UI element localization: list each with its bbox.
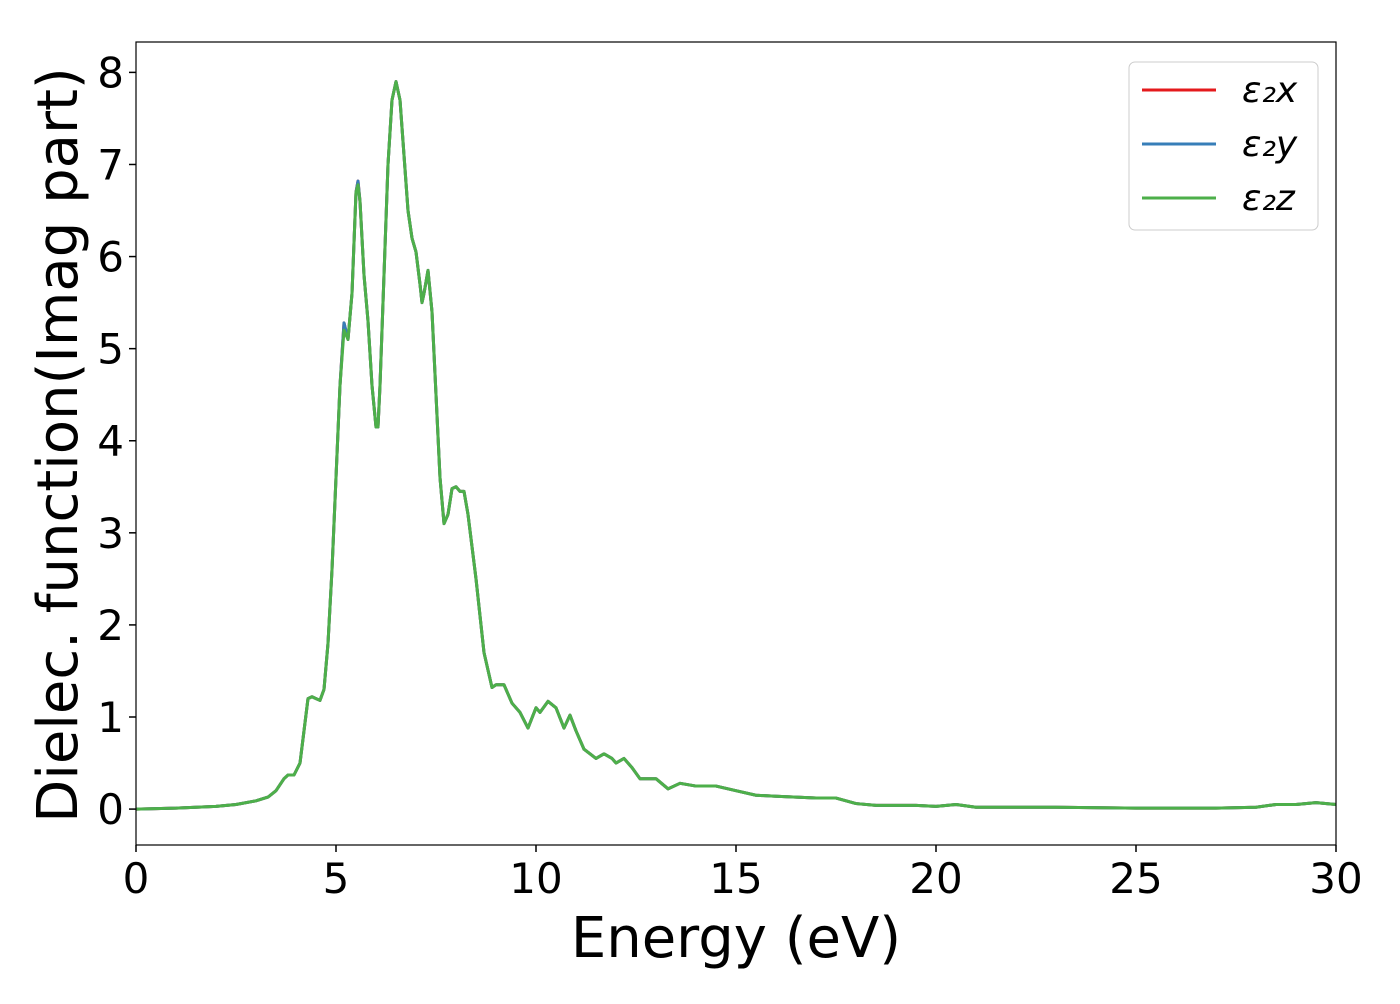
y-axis-label: Dielec. function(Imag part) — [26, 67, 91, 823]
plot-frame — [135, 41, 1337, 846]
y-tick-label: 0 — [97, 785, 124, 834]
y-tick-label: 5 — [97, 325, 124, 374]
x-tick-label: 0 — [123, 854, 150, 903]
y-tick-label: 6 — [97, 233, 124, 282]
y-tick-label: 3 — [97, 509, 124, 558]
x-axis-label: Energy (eV) — [571, 906, 901, 971]
x-tick-label: 25 — [1109, 854, 1162, 903]
x-tick-label: 5 — [323, 854, 350, 903]
x-tick-label: 20 — [909, 854, 962, 903]
x-tick-label: 10 — [509, 854, 562, 903]
y-tick-label: 4 — [97, 417, 124, 466]
y-tick-label: 8 — [97, 48, 124, 97]
legend-box — [1128, 61, 1319, 231]
legend-label: ε₂x — [1242, 70, 1298, 111]
y-tick-label: 7 — [97, 140, 124, 189]
x-tick-label: 15 — [709, 854, 762, 903]
legend-label: ε₂y — [1242, 124, 1298, 165]
y-tick-label: 1 — [97, 693, 124, 742]
legend-label: ε₂z — [1242, 178, 1296, 219]
series-line — [135, 80, 1337, 811]
x-tick-label: 30 — [1309, 854, 1362, 903]
y-tick-label: 2 — [97, 601, 124, 650]
